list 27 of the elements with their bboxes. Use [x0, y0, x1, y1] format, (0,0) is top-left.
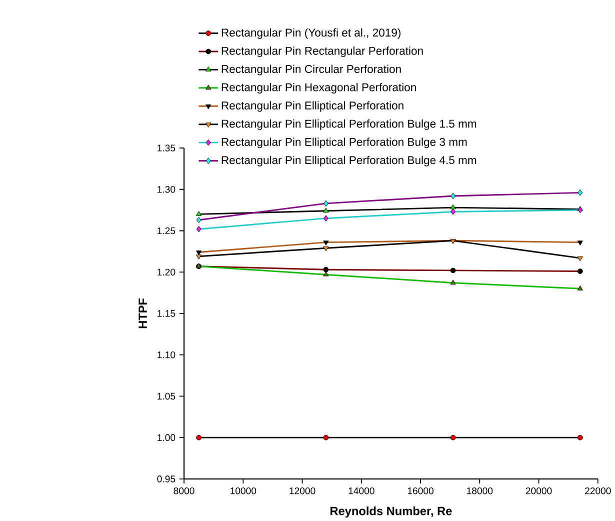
legend-label: Rectangular Pin Rectangular Perforation	[222, 46, 423, 57]
legend-label: Rectangular Pin Elliptical Perforation	[222, 101, 404, 112]
x-tick-label: 16000	[408, 487, 434, 494]
x-tick-label: 20000	[526, 487, 552, 494]
legend-label: Rectangular Pin Elliptical Perforation Bulge 3 mm	[222, 137, 467, 148]
y-tick-label: 1.10	[158, 351, 176, 358]
y-tick-label: 1.25	[158, 227, 176, 234]
x-tick-label: 18000	[467, 487, 493, 494]
y-tick-label: 1.35	[158, 144, 176, 152]
y-axis-title: HTPF	[138, 298, 147, 328]
x-tick-label: 8000	[174, 487, 194, 494]
x-tick-label: 10000	[230, 487, 256, 494]
legend-label: Rectangular Pin Elliptical Perforation Bulge 1.5 mm	[222, 119, 476, 130]
legend-label: Rectangular Pin Hexagonal Perforation	[222, 82, 416, 94]
y-tick-label: 1.30	[158, 186, 176, 193]
legend-label: Rectangular Pin (Yousfi et al., 2019)	[222, 28, 400, 39]
x-tick-label: 22000	[585, 487, 611, 494]
x-axis-title: Reynolds Number, Re	[330, 506, 452, 518]
legend-label: Rectangular Pin Elliptical Perforation Bulge 4.5 mm	[222, 156, 476, 166]
legend-label: Rectangular Pin Circular Perforation	[222, 64, 401, 76]
x-tick-label: 14000	[348, 487, 374, 494]
y-tick-label: 1.00	[158, 434, 176, 441]
y-tick-label: 1.15	[158, 310, 176, 317]
y-tick-label: 1.05	[158, 392, 176, 400]
y-tick-label: 1.20	[158, 268, 176, 276]
y-tick-label: 0.95	[157, 475, 176, 482]
x-tick-label: 12000	[290, 487, 316, 494]
